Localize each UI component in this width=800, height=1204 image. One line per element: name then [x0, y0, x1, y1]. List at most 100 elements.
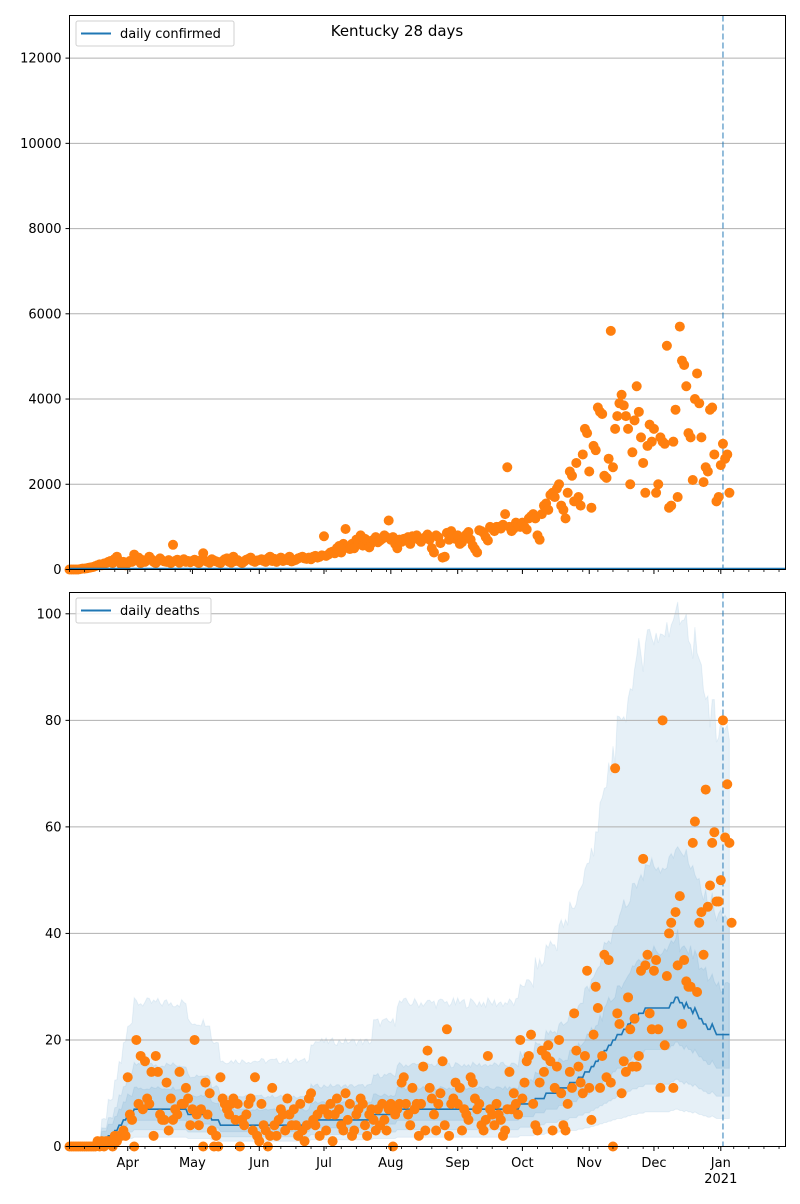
deaths-point [401, 1099, 411, 1109]
confirmed-point [578, 449, 588, 459]
deaths-point [513, 1110, 523, 1120]
deaths-point [586, 1115, 596, 1125]
confirmed-point [714, 492, 724, 502]
y-tick-label: 0 [53, 1140, 61, 1155]
deaths-point [345, 1099, 355, 1109]
deaths-point [256, 1099, 266, 1109]
deaths-point [492, 1099, 502, 1109]
x-tick-label: Jun [248, 1156, 269, 1171]
deaths-point [250, 1072, 260, 1082]
deaths-point [688, 838, 698, 848]
deaths-point [679, 955, 689, 965]
x-tick-label: Jul [315, 1156, 332, 1171]
deaths-point [554, 1035, 564, 1045]
confirmed-point [561, 513, 571, 523]
deaths-point [200, 1078, 210, 1088]
confirmed-point [724, 488, 734, 498]
deaths-point [203, 1110, 213, 1120]
deaths-point [612, 1008, 622, 1018]
confirmed-point [679, 360, 689, 370]
x-tick-label: May [179, 1156, 206, 1171]
deaths-point [653, 1024, 663, 1034]
deaths-point [438, 1056, 448, 1066]
confirmed-point [675, 322, 685, 332]
deaths-point [153, 1067, 163, 1077]
confirmed-point [653, 479, 663, 489]
deaths-point [524, 1051, 534, 1061]
confirmed-point [688, 475, 698, 485]
deaths-point [407, 1083, 417, 1093]
deaths-point [382, 1126, 392, 1136]
deaths-point [509, 1088, 519, 1098]
deaths-point [714, 896, 724, 906]
deaths-point [716, 875, 726, 885]
deaths-point [272, 1131, 282, 1141]
deaths-point [416, 1099, 426, 1109]
y-tick-label: 6000 [28, 307, 61, 322]
deaths-point [425, 1083, 435, 1093]
y-tick-label: 40 [45, 927, 62, 942]
deaths-point [233, 1099, 243, 1109]
confirmed-point [623, 424, 633, 434]
deaths-point [677, 1019, 687, 1029]
deaths-point [405, 1120, 415, 1130]
confirmed-point [647, 437, 657, 447]
deaths-point [239, 1120, 249, 1130]
deaths-point [576, 1078, 586, 1088]
deaths-point [131, 1035, 141, 1045]
deaths-point [632, 1062, 642, 1072]
deaths-point [535, 1078, 545, 1088]
deaths-point [610, 763, 620, 773]
confirmed-point [686, 432, 696, 442]
deaths-point [254, 1136, 264, 1146]
deaths-point [164, 1126, 174, 1136]
confirmed-point [694, 398, 704, 408]
confirmed-point [554, 479, 564, 489]
confirmed-point [573, 492, 583, 502]
confirmed-point [660, 439, 670, 449]
confirmed-point [535, 535, 545, 545]
confirmed-point [636, 432, 646, 442]
deaths-point [517, 1094, 527, 1104]
confirmed-point [649, 424, 659, 434]
deaths-point [617, 1088, 627, 1098]
deaths-point [690, 817, 700, 827]
deaths-point [440, 1120, 450, 1130]
deaths-point [433, 1099, 443, 1109]
deaths-point [172, 1110, 182, 1120]
deaths-point [149, 1131, 159, 1141]
confirmed-point [699, 477, 709, 487]
confirmed-point [384, 515, 394, 525]
deaths-point [349, 1126, 359, 1136]
confirmed-point [168, 540, 178, 550]
deaths-point [321, 1126, 331, 1136]
top-x-ticks [70, 570, 780, 575]
deaths-point [597, 1051, 607, 1061]
deaths-point [705, 880, 715, 890]
deaths-point [625, 1024, 635, 1034]
deaths-point [515, 1035, 525, 1045]
deaths-panel: 020406080100 Apr May Jun Jul Aug Sep Oct Nov Dec… [37, 593, 786, 1188]
x-tick-label: Sep [445, 1156, 470, 1171]
deaths-point [282, 1094, 292, 1104]
top-legend-label: daily confirmed [120, 27, 221, 42]
confirmed-point [671, 405, 681, 415]
deaths-point [455, 1083, 465, 1093]
confirmed-point [621, 411, 631, 421]
confirmed-point [435, 538, 445, 548]
deaths-point [362, 1131, 372, 1141]
deaths-point [183, 1094, 193, 1104]
bottom-x-labels: Apr May Jun Jul Aug Sep Oct Nov Dec Jan2021 [116, 1156, 737, 1187]
deaths-point [140, 1056, 150, 1066]
y-tick-label: 2000 [28, 478, 61, 493]
confirmed-point [586, 503, 596, 513]
deaths-point [520, 1078, 530, 1088]
confirmed-point [696, 432, 706, 442]
confirmed-point [472, 547, 482, 557]
deaths-point [474, 1099, 484, 1109]
confirmed-point [606, 326, 616, 336]
deaths-point [121, 1131, 131, 1141]
deaths-point [246, 1094, 256, 1104]
deaths-point [561, 1126, 571, 1136]
x-year-label: 2021 [704, 1172, 737, 1187]
